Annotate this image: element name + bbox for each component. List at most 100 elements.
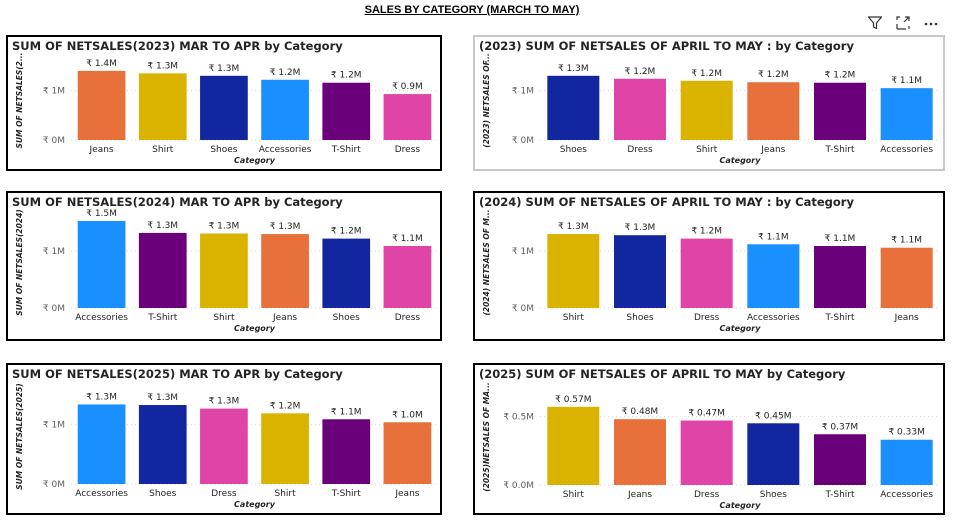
x-axis-title: Category (234, 156, 276, 165)
data-label: ₹ 1.2M (625, 67, 656, 77)
x-tick-label: Jeans (760, 145, 785, 155)
x-axis-title: Category (720, 501, 762, 510)
chart-title: SUM OF NETSALES(2025) MAR TO APR by Cate… (12, 367, 343, 381)
bar-accessories (880, 439, 933, 485)
bar-dress (680, 238, 733, 308)
x-tick-label: Jeans (394, 489, 419, 499)
x-axis-title: Category (234, 324, 276, 333)
data-label: ₹ 1.2M (270, 68, 301, 78)
chart-svg: SUM OF NETSALES(2023) MAR TO APR by Cate… (6, 35, 442, 171)
bar-dress (383, 94, 432, 140)
data-label: ₹ 1.4M (86, 59, 117, 69)
y-axis-title: SUM OF NETSALES(2024) (15, 209, 24, 315)
filter-icon[interactable] (866, 14, 884, 32)
y-axis-title: SUM OF NETSALES(2025) (15, 383, 24, 489)
chart-title: SUM OF NETSALES(2023) MAR TO APR by Cate… (12, 39, 343, 53)
chart-title: (2023) SUM OF NETSALES OF APRIL TO MAY :… (479, 39, 854, 53)
chart-svg: SUM OF NETSALES(2024) MAR TO APR by Cate… (6, 191, 442, 341)
bar-shoes (747, 423, 800, 485)
y-tick-label: ₹ 0.5M (503, 412, 534, 422)
data-label: ₹ 1.1M (331, 407, 362, 417)
chart-2024-mar-apr[interactable]: SUM OF NETSALES(2024) MAR TO APR by Cate… (6, 191, 442, 341)
bar-shoes (200, 75, 248, 140)
bar-dress (680, 420, 733, 485)
data-label: ₹ 1.3M (625, 223, 656, 233)
data-label: ₹ 1.3M (558, 222, 589, 232)
bar-shoes (614, 235, 666, 308)
bar-accessories (747, 244, 800, 308)
x-tick-label: Shirt (563, 490, 585, 500)
x-tick-label: Accessories (880, 145, 933, 155)
bar-t-shirt (138, 232, 187, 308)
data-label: ₹ 0.47M (688, 409, 724, 419)
bar-t-shirt (322, 82, 371, 140)
x-tick-label: Shoes (560, 145, 587, 155)
data-label: ₹ 1.3M (558, 64, 589, 74)
data-label: ₹ 1.2M (758, 70, 789, 80)
chart-svg: (2025) SUM OF NETSALES OF APRIL TO MAY b… (473, 363, 945, 515)
x-tick-label: Shoes (210, 145, 237, 155)
bar-accessories (77, 220, 126, 308)
bar-shirt (200, 233, 248, 308)
x-axis-title: Category (720, 324, 762, 333)
data-label: ₹ 1.2M (270, 401, 301, 411)
chart-2023-apr-may[interactable]: (2023) SUM OF NETSALES OF APRIL TO MAY :… (473, 35, 945, 171)
data-label: ₹ 0.57M (555, 395, 591, 405)
data-label: ₹ 1.2M (331, 71, 362, 81)
x-tick-label: Dress (395, 313, 421, 323)
chart-svg: (2024) SUM OF NETSALES OF APRIL TO MAY :… (473, 191, 945, 341)
data-label: ₹ 1.1M (825, 234, 856, 244)
x-tick-label: T-Shirt (331, 489, 362, 499)
bar-shirt (138, 73, 187, 140)
bar-jeans (880, 247, 933, 308)
data-label: ₹ 1.1M (891, 76, 922, 86)
page-title: SALES BY CATEGORY (MARCH TO MAY) (364, 4, 580, 16)
bar-jeans (747, 82, 800, 140)
bar-t-shirt (814, 246, 866, 308)
bar-shirt (547, 234, 600, 308)
y-tick-label: ₹ 0.0M (503, 481, 534, 491)
x-tick-label: Accessories (259, 145, 312, 155)
y-tick-label: ₹ 1M (43, 247, 65, 257)
data-label: ₹ 1.1M (891, 236, 922, 246)
x-tick-label: T-Shirt (331, 145, 362, 155)
chart-2025-apr-may[interactable]: (2025) SUM OF NETSALES OF APRIL TO MAY b… (473, 363, 945, 515)
y-axis-title: (2025)NETSALES OF MA... (482, 382, 491, 491)
x-tick-label: Shoes (149, 489, 176, 499)
chart-2024-apr-may[interactable]: (2024) SUM OF NETSALES OF APRIL TO MAY :… (473, 191, 945, 341)
data-label: ₹ 1.0M (392, 410, 423, 420)
data-label: ₹ 1.3M (270, 222, 301, 232)
chart-2025-mar-apr[interactable]: SUM OF NETSALES(2025) MAR TO APR by Cate… (6, 363, 442, 515)
bar-shirt (680, 80, 733, 140)
focus-mode-icon[interactable] (894, 14, 912, 32)
data-label: ₹ 1.1M (392, 234, 423, 244)
chart-svg: (2023) SUM OF NETSALES OF APRIL TO MAY :… (473, 35, 945, 171)
x-tick-label: T-Shirt (824, 490, 855, 500)
data-label: ₹ 1.3M (209, 397, 240, 407)
x-tick-label: Accessories (880, 490, 933, 500)
x-axis-title: Category (720, 156, 762, 165)
x-tick-label: T-Shirt (147, 313, 178, 323)
chart-2023-mar-apr[interactable]: SUM OF NETSALES(2023) MAR TO APR by Cate… (6, 35, 442, 171)
data-label: ₹ 1.2M (331, 227, 362, 237)
y-tick-label: ₹ 0M (43, 480, 65, 490)
bar-dress (383, 246, 432, 308)
chart-title: (2024) SUM OF NETSALES OF APRIL TO MAY :… (479, 195, 854, 209)
data-label: ₹ 0.45M (755, 411, 791, 421)
y-tick-label: ₹ 1M (512, 247, 534, 257)
bar-shirt (547, 406, 600, 485)
y-axis-title: SUM OF NETSALES(2... (15, 53, 24, 149)
x-tick-label: Accessories (747, 313, 800, 323)
data-label: ₹ 1.3M (209, 64, 240, 74)
x-tick-label: Dress (694, 490, 720, 500)
y-axis-title: (2024) NETSALES OF M... (482, 209, 491, 315)
x-tick-label: Jeans (894, 313, 919, 323)
more-options-icon[interactable] (922, 14, 940, 32)
bar-dress (200, 408, 248, 484)
bar-accessories (77, 404, 126, 484)
x-tick-label: Dress (694, 313, 720, 323)
data-label: ₹ 0.33M (888, 428, 924, 438)
x-tick-label: Shirt (275, 489, 297, 499)
x-tick-label: Shirt (563, 313, 585, 323)
x-tick-label: Shirt (213, 313, 235, 323)
